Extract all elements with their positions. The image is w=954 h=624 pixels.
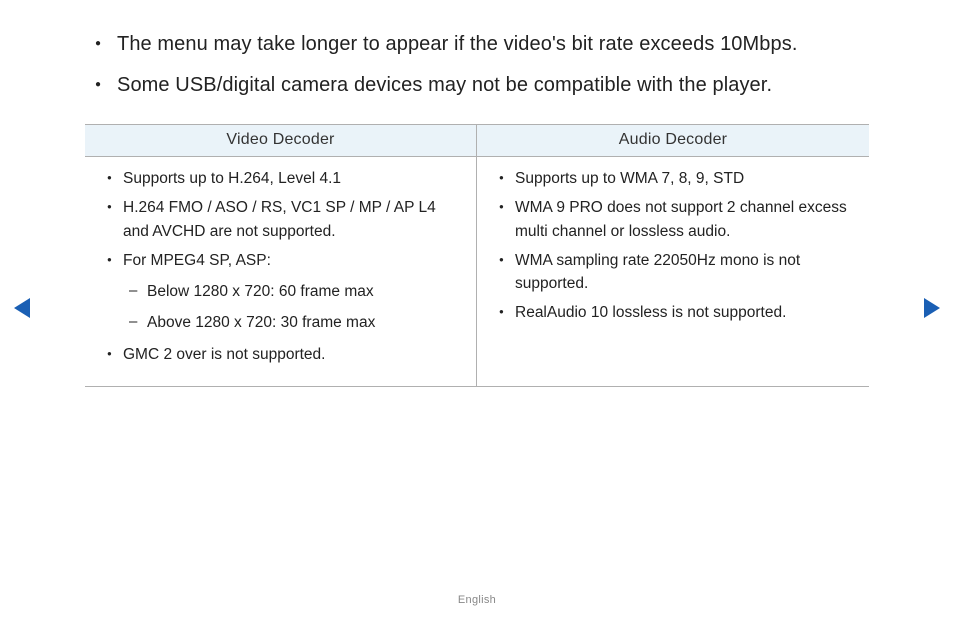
prev-page-arrow[interactable] — [14, 298, 30, 318]
top-bullet-item: Some USB/digital camera devices may not … — [85, 71, 869, 100]
mpeg4-sublist: Below 1280 x 720: 60 frame max Above 128… — [123, 280, 462, 335]
sub-list-item: Below 1280 x 720: 60 frame max — [123, 280, 462, 303]
audio-decoder-list: Supports up to WMA 7, 8, 9, STD WMA 9 PR… — [491, 167, 855, 325]
video-decoder-header: Video Decoder — [85, 125, 476, 157]
list-item: For MPEG4 SP, ASP: Below 1280 x 720: 60 … — [99, 249, 462, 335]
list-item-text: For MPEG4 SP, ASP: — [123, 252, 271, 269]
list-item: Supports up to H.264, Level 4.1 — [99, 167, 462, 190]
list-item: RealAudio 10 lossless is not supported. — [491, 301, 855, 324]
decoder-table: Video Decoder Supports up to H.264, Leve… — [85, 124, 869, 387]
footer-language-label: English — [0, 594, 954, 606]
video-decoder-body: Supports up to H.264, Level 4.1 H.264 FM… — [85, 157, 476, 386]
list-item: WMA sampling rate 22050Hz mono is not su… — [491, 249, 855, 296]
video-decoder-list: Supports up to H.264, Level 4.1 H.264 FM… — [99, 167, 462, 366]
list-item: H.264 FMO / ASO / RS, VC1 SP / MP / AP L… — [99, 196, 462, 243]
list-item: Supports up to WMA 7, 8, 9, STD — [491, 167, 855, 190]
top-bullet-list: The menu may take longer to appear if th… — [85, 30, 869, 100]
top-bullet-item: The menu may take longer to appear if th… — [85, 30, 869, 59]
audio-decoder-header: Audio Decoder — [477, 125, 869, 157]
list-item: WMA 9 PRO does not support 2 channel exc… — [491, 196, 855, 243]
video-decoder-column: Video Decoder Supports up to H.264, Leve… — [85, 125, 477, 386]
audio-decoder-column: Audio Decoder Supports up to WMA 7, 8, 9… — [477, 125, 869, 386]
next-page-arrow[interactable] — [924, 298, 940, 318]
list-item: GMC 2 over is not supported. — [99, 343, 462, 366]
document-content: The menu may take longer to appear if th… — [0, 0, 954, 387]
sub-list-item: Above 1280 x 720: 30 frame max — [123, 311, 462, 334]
audio-decoder-body: Supports up to WMA 7, 8, 9, STD WMA 9 PR… — [477, 157, 869, 345]
